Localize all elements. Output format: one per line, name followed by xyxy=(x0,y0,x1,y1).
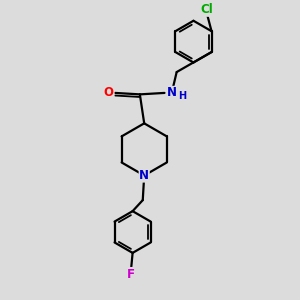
Text: N: N xyxy=(139,169,149,182)
Text: N: N xyxy=(167,86,177,99)
Text: Cl: Cl xyxy=(201,3,214,16)
Text: O: O xyxy=(104,86,114,99)
Text: H: H xyxy=(178,92,187,101)
Text: F: F xyxy=(127,268,135,281)
